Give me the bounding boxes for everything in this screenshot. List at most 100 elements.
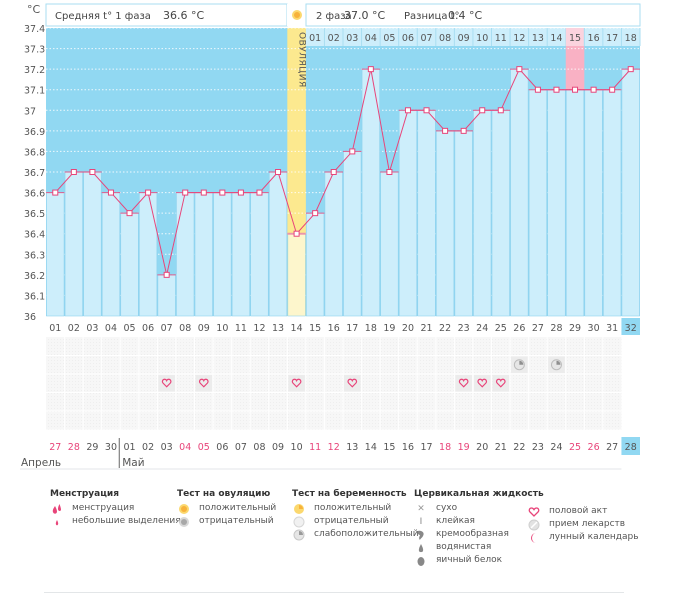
pill-icon [527,519,541,531]
calendar-date: 12 [328,442,340,453]
month-label: Апрель [21,457,61,469]
temperature-bar [306,212,325,317]
x-tick-label: 17 [346,323,358,334]
data-point [367,66,374,73]
data-point [553,86,560,93]
heart-cell [195,375,213,392]
menstruation-icon [50,503,64,515]
phase2-day-label: 15 [569,33,581,44]
temperature-bar [584,89,603,317]
data-point [534,86,541,93]
x-tick-label: 20 [402,323,414,334]
data-point [609,86,616,93]
legend-item: слабоположительный [292,528,419,541]
temperature-bar [343,151,362,317]
x-tick-label: 21 [420,323,432,334]
phase2-value: 37.0 °C [344,9,385,22]
calendar-date: 28 [68,442,80,453]
data-point [52,189,59,196]
heart-cell [288,375,305,392]
x-tick-label: 26 [513,323,525,334]
x-tick-label: 32 [625,323,637,334]
moon-icon [527,532,541,544]
temperature-bar [603,89,622,317]
y-tick-label: 36.8 [24,147,45,158]
data-point [497,107,504,114]
legend-label: прием лекарств [549,519,626,529]
phase2-day-label: 09 [458,33,470,44]
temperature-bar [547,89,566,317]
data-point [293,230,300,237]
calendar-dates: 27 28 29 30 01 02 03 04 05 06 07 08 09 10 11 12 13 14 15 16… [20,437,640,470]
data-point [404,107,411,114]
data-point [423,107,430,114]
x-tick-label: 03 [86,323,98,334]
calendar-date: 30 [105,442,117,453]
x-tick-label: 12 [253,323,265,334]
y-tick-label: 37 [24,106,36,117]
x-tick-label: 18 [365,323,377,334]
legend-title: Тест на овуляцию [177,489,271,499]
x-tick-label: 14 [291,323,303,334]
data-point [163,271,170,278]
calendar-date: 28 [625,442,637,453]
temperature-bar [324,171,343,317]
heart-cell [344,375,361,392]
heart-icon [347,378,358,388]
x-tick-label: 02 [68,323,80,334]
plot-area: ОВУЛЯЦИЯ [46,27,640,317]
phase2-day-label: 14 [550,33,562,44]
legend-label: слабоположительный [314,529,419,539]
legend-label: положительный [199,503,277,513]
calendar-date: 06 [216,442,228,453]
phase2-day-label: 10 [476,33,488,44]
x-tick-label: 15 [309,323,321,334]
data-point [460,127,467,134]
x-tick-label: 01 [49,323,61,334]
legend-menstruation: Менструация менструация небольшие выделе… [50,489,181,528]
data-point [275,169,282,175]
x-tick-label: 05 [123,323,135,334]
temperature-bar [176,192,195,317]
x-axis: 01 02 03 04 05 06 07 08 09 10 11 12 13 14 15 16 17 18 19 20… [49,318,640,335]
phase2-day-label: 02 [328,33,340,44]
data-point [312,210,319,217]
data-point [89,169,96,175]
legend-item: ✕ сухо [414,502,544,515]
legend-label: менструация [72,503,135,513]
heart-icon [198,378,209,388]
x-tick-label: 10 [216,323,228,334]
y-tick-label: 36.3 [24,250,45,261]
x-tick-label: 09 [198,323,210,334]
temperature-bar [101,192,121,317]
sticky-icon: Ⅰ [419,516,423,527]
legend-label: кремообразная [436,529,509,539]
x-tick-label: 11 [235,323,247,334]
phase2-day-label: 12 [513,33,525,44]
data-point [590,86,597,93]
dry-icon: ✕ [417,503,425,514]
legend-other: половой акт прием лекарств лунный календ… [527,505,639,544]
temperature-bar [213,192,232,317]
pregnancy-weak-icon-fill [519,360,524,365]
temperature-bar [231,192,250,317]
temperature-bar [417,109,436,317]
legend-item: положительный [177,502,276,515]
x-tick-label: 06 [142,323,154,334]
legend-title: Менструация [50,489,119,499]
calendar-date: 07 [235,442,247,453]
calendar-date: 21 [495,442,507,453]
calendar-date: 29 [86,442,98,453]
calendar-date: 01 [123,442,135,453]
temperature-bar [287,233,306,317]
x-tick-label: 22 [439,323,451,334]
ovulation-label: ОВУЛЯЦИЯ [297,32,307,88]
temperature-bar [565,89,585,317]
x-tick-label: 31 [606,323,618,334]
temperature-bar [398,109,418,317]
heart-icon [291,378,302,388]
symptom-rows [46,337,622,430]
legend-item: Ⅰ клейкая [414,515,544,528]
data-point [145,189,152,196]
phase2-day-label: 05 [383,33,395,44]
